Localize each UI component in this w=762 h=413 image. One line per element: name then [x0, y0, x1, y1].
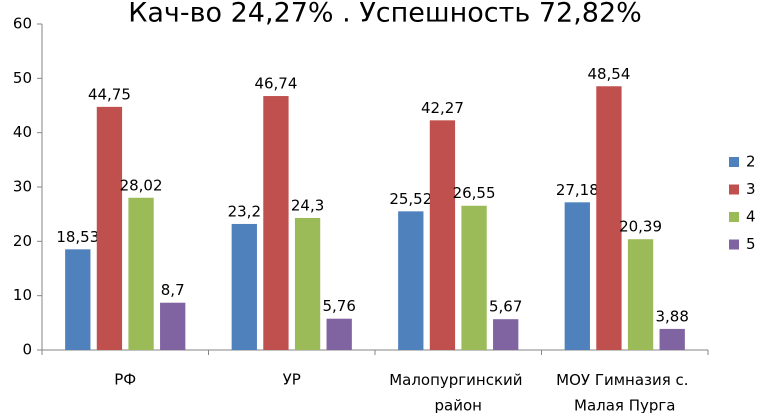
- bar: [659, 328, 685, 350]
- legend-label: 4: [746, 208, 756, 226]
- legend-swatch: [729, 239, 739, 250]
- bar: [294, 217, 321, 350]
- bar: [128, 197, 154, 350]
- bar: [461, 205, 487, 350]
- value-label: 8,7: [161, 281, 185, 299]
- value-label: 44,75: [88, 85, 131, 103]
- legend-swatch: [729, 212, 739, 222]
- y-tick-label: 40: [13, 123, 32, 141]
- bar: [493, 319, 519, 350]
- x-tick-label: УР: [283, 371, 301, 389]
- legend-label: 5: [746, 235, 756, 253]
- value-label: 27,18: [556, 181, 599, 199]
- value-label: 46,74: [254, 75, 297, 93]
- value-label: 42,27: [421, 99, 464, 117]
- bar: [231, 223, 257, 350]
- bar: [160, 302, 186, 350]
- y-tick-label: 10: [13, 286, 32, 304]
- y-tick-label: 60: [13, 15, 32, 33]
- legend-label: 3: [746, 180, 756, 198]
- y-tick-label: 20: [13, 232, 32, 250]
- value-label: 20,39: [619, 218, 662, 236]
- legend-label: 2: [746, 153, 756, 171]
- bar: [65, 249, 91, 350]
- chart-title: Кач-во 24,27% . Успешность 72,82%: [128, 0, 642, 29]
- x-tick-label: Малопургинский район: [389, 371, 527, 413]
- bar: [398, 211, 424, 350]
- value-label: 5,76: [322, 297, 355, 315]
- bar: [96, 106, 123, 350]
- y-tick-label: 0: [22, 341, 32, 359]
- value-label: 25,52: [389, 190, 432, 208]
- bar: [627, 239, 654, 350]
- y-tick-label: 30: [13, 178, 32, 196]
- bar: [596, 86, 622, 351]
- value-label: 23,2: [228, 202, 261, 220]
- legend-swatch: [729, 184, 739, 195]
- y-tick-label: 50: [13, 69, 32, 87]
- value-label: 24,3: [291, 196, 324, 214]
- bar: [564, 202, 590, 350]
- value-label: 18,53: [56, 228, 99, 246]
- value-label: 48,54: [587, 65, 630, 83]
- value-label: 5,67: [489, 298, 522, 316]
- value-label: 28,02: [120, 176, 163, 194]
- legend-swatch: [729, 157, 739, 167]
- value-label: 26,55: [453, 184, 496, 202]
- bar: [429, 120, 456, 350]
- bar: [263, 96, 289, 351]
- x-tick-label: МОУ Гимназия с. Малая Пурга: [556, 371, 693, 413]
- x-tick-label: РФ: [114, 371, 136, 389]
- value-label: 3,88: [655, 307, 688, 325]
- bar: [326, 318, 352, 350]
